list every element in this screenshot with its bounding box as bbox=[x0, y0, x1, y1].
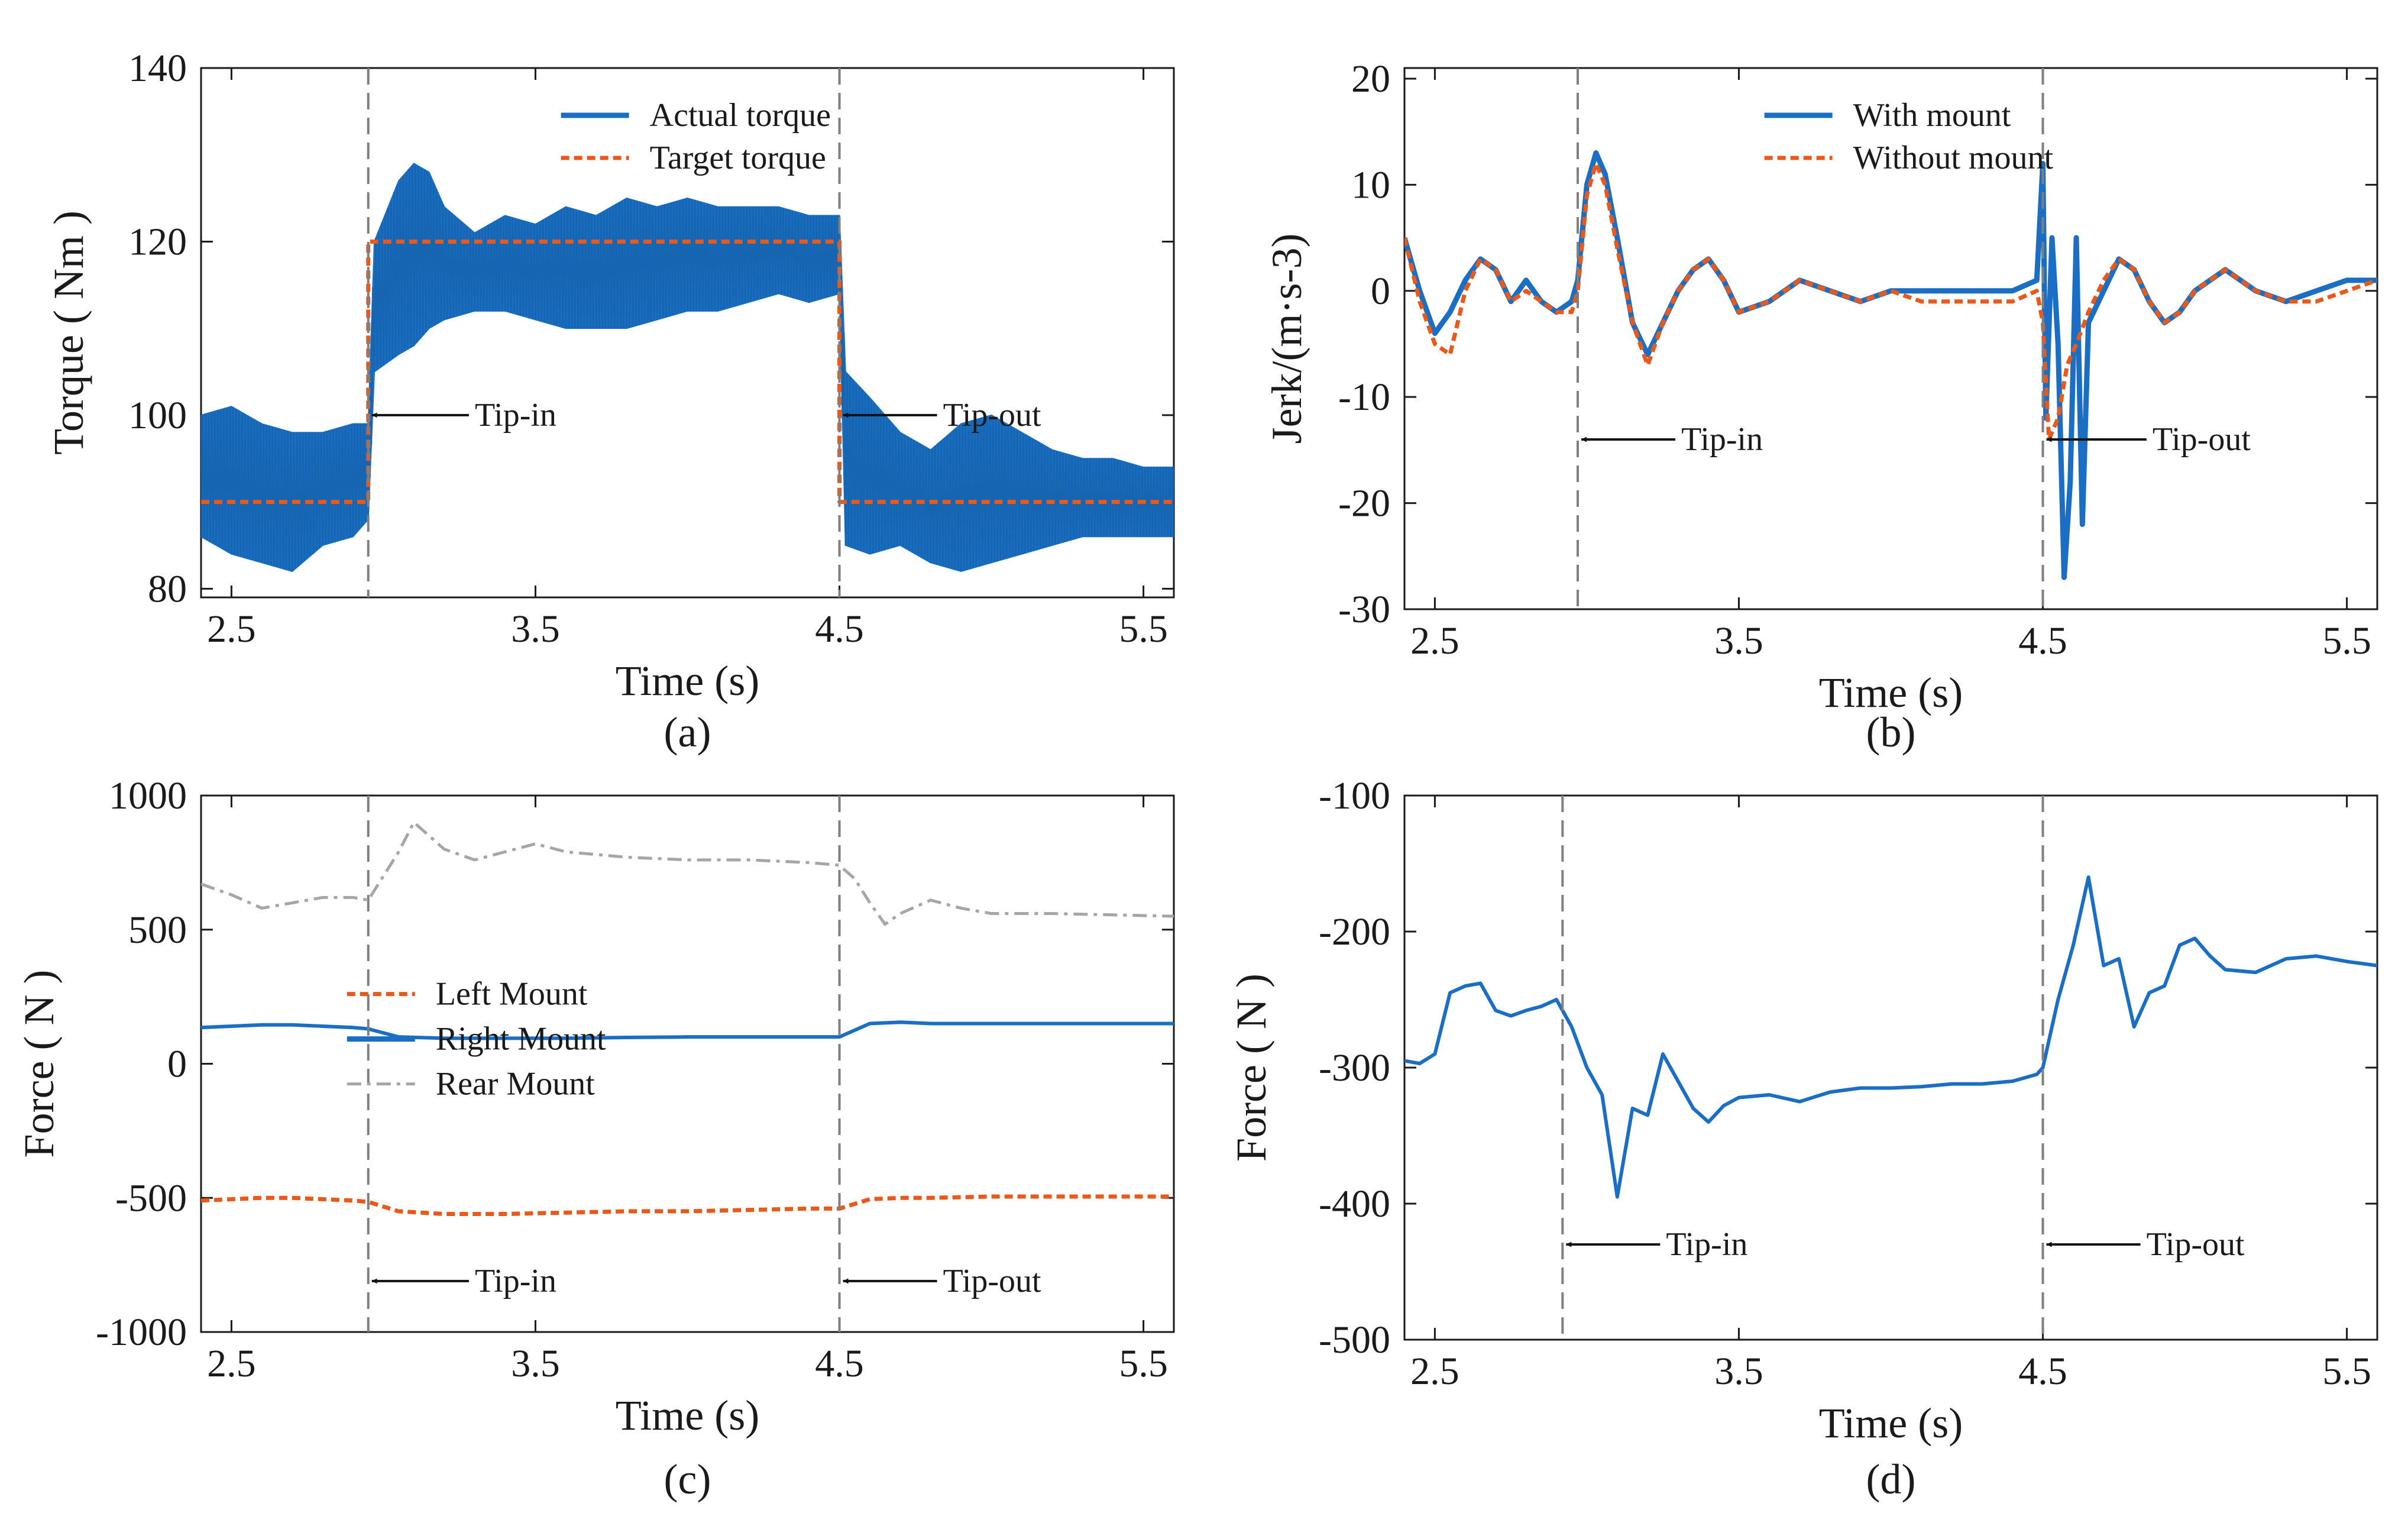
y-tick-label: -200 bbox=[1319, 910, 1390, 953]
y-tick-label: -30 bbox=[1338, 588, 1390, 631]
series-without-mount-line bbox=[1404, 161, 2377, 442]
legend-entry: With mount bbox=[1853, 97, 2011, 134]
series-group bbox=[1404, 150, 2377, 580]
annotation-label: Tip-out bbox=[2147, 1226, 2245, 1263]
panel-caption: (a) bbox=[664, 709, 711, 756]
x-axis-label: Time (s) bbox=[616, 657, 759, 704]
annotation-label: Tip-in bbox=[1681, 421, 1763, 458]
x-axis-label: Time (s) bbox=[616, 1392, 759, 1439]
chart-panel-a: 2.5 3.5 4.5 5.5 80 100 120 140 Time (s) Torque ( … bbox=[45, 47, 1175, 756]
series-target-torque-line bbox=[201, 239, 1174, 505]
x-axis-label: Time (s) bbox=[1819, 669, 1963, 716]
legend-entry: Rear Mount bbox=[436, 1066, 595, 1103]
axes-frame bbox=[200, 67, 1175, 599]
y-tick-label: -300 bbox=[1319, 1046, 1390, 1089]
legend-entry: Without mount bbox=[1853, 140, 2054, 176]
legend-entry: Left Mount bbox=[436, 976, 588, 1013]
legend-entry: Target torque bbox=[650, 140, 826, 176]
series-with-mount-line bbox=[1404, 150, 2377, 580]
panel-caption: (c) bbox=[664, 1456, 711, 1503]
x-tick-label: 4.5 bbox=[2018, 1350, 2067, 1393]
series-actual-torque-oscillation bbox=[201, 164, 1174, 571]
y-tick-label: 80 bbox=[148, 567, 187, 610]
y-tick-label: -400 bbox=[1319, 1182, 1390, 1226]
x-tick-label: 5.5 bbox=[2322, 619, 2371, 662]
y-axis-label: Torque ( Nm ) bbox=[45, 211, 92, 455]
y-tick-label: -10 bbox=[1338, 376, 1390, 419]
panel-caption: (d) bbox=[1866, 1456, 1916, 1503]
y-tick-label: -500 bbox=[115, 1176, 187, 1220]
x-tick-label: 3.5 bbox=[1714, 619, 1763, 662]
y-tick-label: 100 bbox=[128, 394, 187, 437]
x-tick-label: 3.5 bbox=[1714, 1350, 1763, 1393]
x-tick-label: 3.5 bbox=[511, 607, 560, 651]
series-force-line bbox=[1404, 875, 2377, 1199]
y-tick-label: 10 bbox=[1351, 163, 1390, 206]
y-axis-label: Force ( N ) bbox=[1228, 974, 1275, 1162]
x-tick-label: 2.5 bbox=[1410, 1350, 1459, 1393]
y-tick-label: -100 bbox=[1319, 774, 1390, 817]
x-tick-label: 5.5 bbox=[1119, 1342, 1168, 1385]
axes-frame bbox=[200, 794, 1175, 1333]
y-tick-label: -1000 bbox=[96, 1311, 187, 1354]
annotation-label: Tip-out bbox=[943, 397, 1041, 434]
annotation-label: Tip-in bbox=[1666, 1226, 1747, 1263]
series-group bbox=[201, 820, 1174, 1216]
x-tick-label: 3.5 bbox=[511, 1342, 560, 1385]
series-group bbox=[201, 163, 1174, 573]
y-tick-label: 20 bbox=[1351, 57, 1390, 101]
annotation-label: Tip-in bbox=[475, 397, 556, 434]
annotation-label: Tip-in bbox=[475, 1263, 556, 1299]
x-tick-label: 2.5 bbox=[1410, 619, 1459, 662]
y-tick-label: 120 bbox=[128, 220, 187, 263]
y-tick-label: -20 bbox=[1338, 482, 1390, 525]
legend-entry: Right Mount bbox=[436, 1021, 606, 1058]
chart-panel-d: 2.5 3.5 4.5 5.5 -500 -400 -300 -200 -100 Time (s)… bbox=[1228, 774, 2378, 1503]
y-tick-label: 140 bbox=[128, 47, 187, 90]
series-right-mount-line bbox=[201, 1020, 1174, 1040]
x-tick-label: 5.5 bbox=[1119, 607, 1168, 651]
y-tick-label: 1000 bbox=[109, 774, 187, 817]
y-tick-label: 500 bbox=[128, 909, 187, 952]
x-tick-label: 4.5 bbox=[815, 1342, 864, 1385]
series-group bbox=[1404, 875, 2377, 1199]
x-tick-label: 2.5 bbox=[207, 607, 256, 651]
axes-frame bbox=[1403, 67, 2378, 610]
x-axis-label: Time (s) bbox=[1819, 1399, 1963, 1447]
panel-caption: (b) bbox=[1866, 709, 1916, 756]
series-left-mount-line bbox=[201, 1194, 1174, 1216]
chart-panel-b: 2.5 3.5 4.5 5.5 -30 -20 -10 0 10 20 Time (s) Jerk/(… bbox=[1263, 57, 2378, 756]
chart-panel-c: 2.5 3.5 4.5 5.5 -1000 -500 0 500 1000 Time (s) For… bbox=[15, 774, 1175, 1503]
x-tick-label: 4.5 bbox=[815, 607, 864, 651]
annotation-label: Tip-out bbox=[943, 1263, 1041, 1299]
y-tick-label: -500 bbox=[1319, 1318, 1390, 1362]
y-tick-label: 0 bbox=[167, 1043, 187, 1086]
x-tick-label: 2.5 bbox=[207, 1342, 256, 1385]
x-tick-label: 5.5 bbox=[2322, 1350, 2371, 1393]
annotation-label: Tip-out bbox=[2153, 421, 2251, 458]
legend-entry: Actual torque bbox=[650, 97, 831, 134]
y-tick-label: 0 bbox=[1371, 270, 1390, 313]
y-axis-label: Jerk/(m·s-3) bbox=[1263, 234, 1310, 444]
y-axis-label: Force ( N ) bbox=[15, 970, 63, 1158]
series-rear-mount-line bbox=[201, 820, 1174, 926]
x-tick-label: 4.5 bbox=[2018, 619, 2067, 662]
